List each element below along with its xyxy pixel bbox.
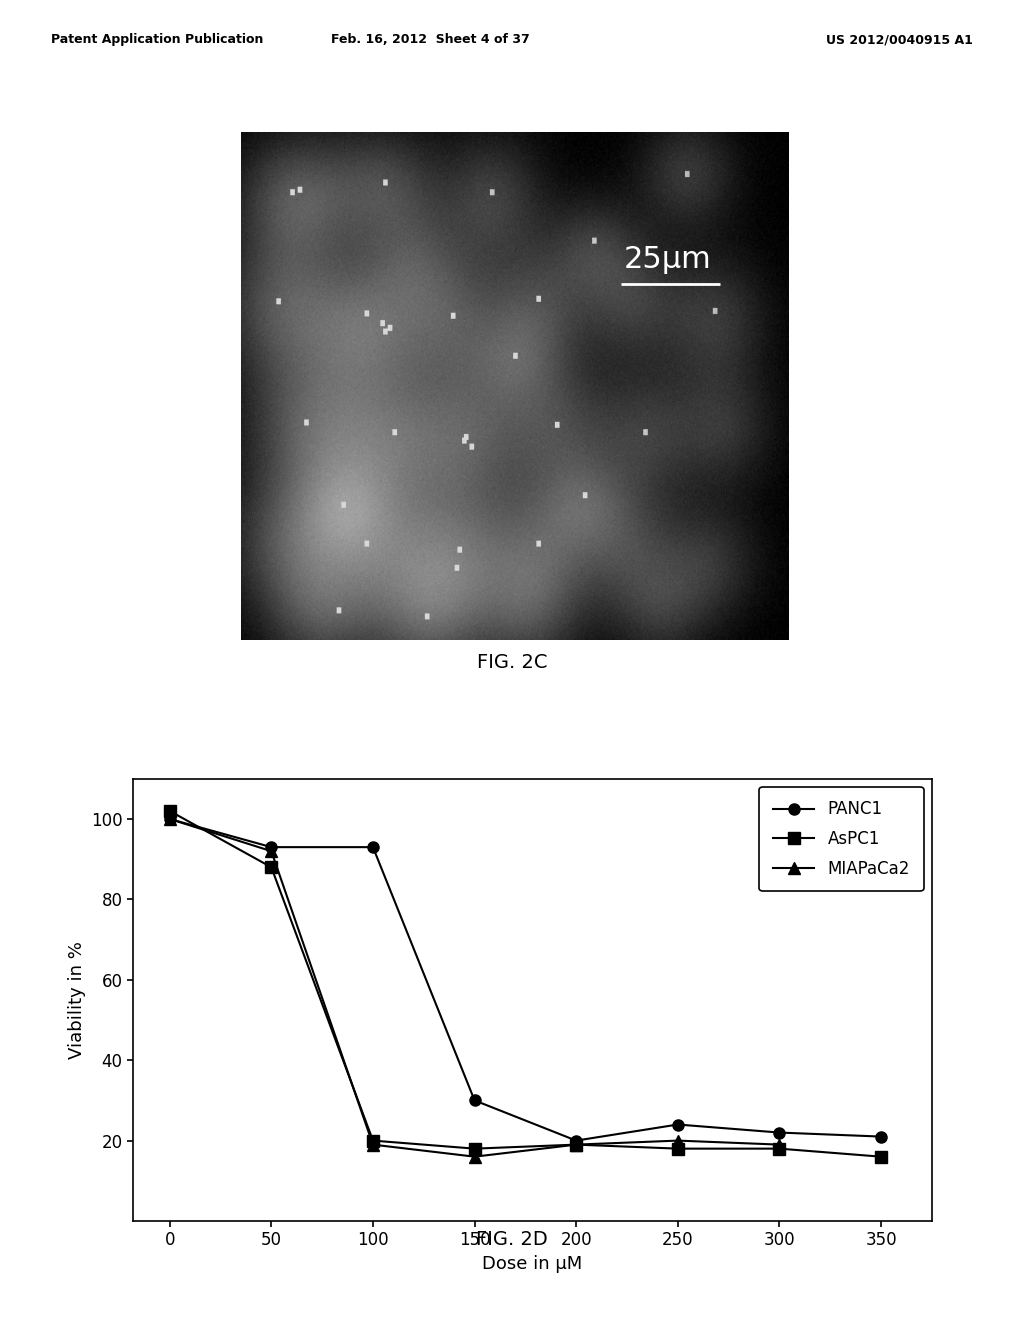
Line: AsPC1: AsPC1 (164, 805, 887, 1162)
MIAPaCa2 (468, 1148, 480, 1164)
Line: MIAPaCa2: MIAPaCa2 (164, 813, 785, 1163)
AsPC1 (874, 1148, 887, 1164)
PANC1 (164, 810, 176, 826)
Text: Patent Application Publication: Patent Application Publication (51, 33, 263, 46)
Text: FIG. 2C: FIG. 2C (477, 653, 547, 672)
Line: PANC1: PANC1 (164, 813, 887, 1146)
PANC1 (367, 840, 379, 855)
X-axis label: Dose in μM: Dose in μM (482, 1255, 583, 1272)
PANC1 (265, 840, 278, 855)
Text: 25μm: 25μm (624, 246, 712, 275)
MIAPaCa2 (265, 843, 278, 859)
Legend: PANC1, AsPC1, MIAPaCa2: PANC1, AsPC1, MIAPaCa2 (760, 787, 924, 891)
MIAPaCa2 (570, 1137, 583, 1152)
AsPC1 (164, 803, 176, 818)
MIAPaCa2 (672, 1133, 684, 1148)
MIAPaCa2 (164, 810, 176, 826)
PANC1 (773, 1125, 785, 1140)
PANC1 (570, 1133, 583, 1148)
Text: Feb. 16, 2012  Sheet 4 of 37: Feb. 16, 2012 Sheet 4 of 37 (331, 33, 529, 46)
Text: FIG. 2D: FIG. 2D (476, 1230, 548, 1249)
AsPC1 (570, 1137, 583, 1152)
PANC1 (468, 1093, 480, 1109)
Text: US 2012/0040915 A1: US 2012/0040915 A1 (826, 33, 973, 46)
AsPC1 (672, 1140, 684, 1156)
PANC1 (672, 1117, 684, 1133)
AsPC1 (265, 859, 278, 875)
AsPC1 (468, 1140, 480, 1156)
MIAPaCa2 (773, 1137, 785, 1152)
AsPC1 (367, 1133, 379, 1148)
Y-axis label: Viability in %: Viability in % (68, 941, 86, 1059)
MIAPaCa2 (367, 1137, 379, 1152)
AsPC1 (773, 1140, 785, 1156)
PANC1 (874, 1129, 887, 1144)
